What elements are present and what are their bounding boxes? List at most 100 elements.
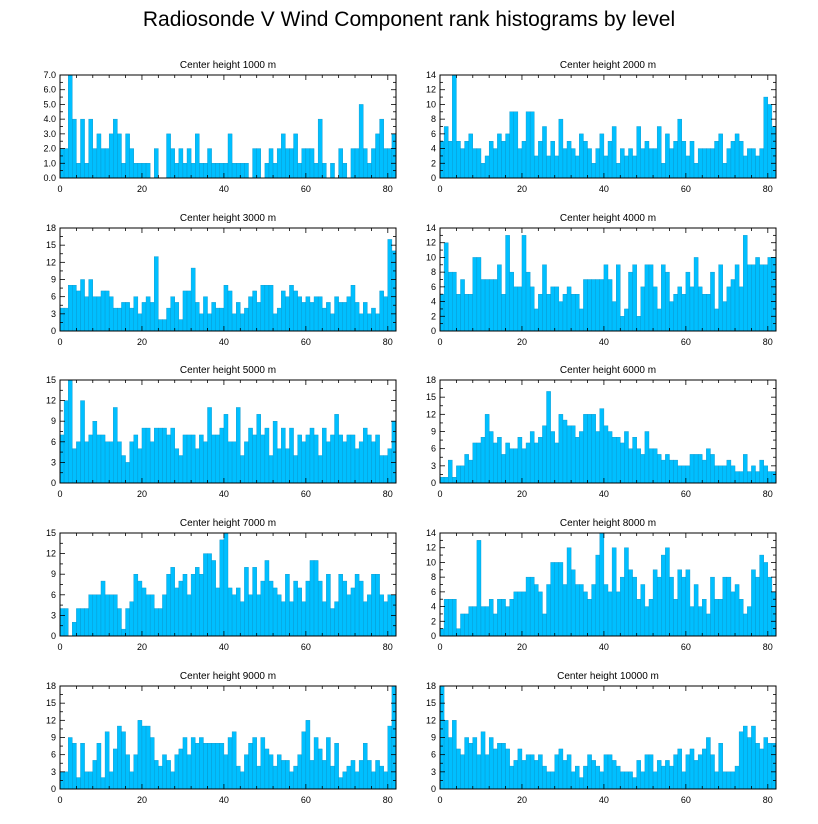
histogram-bar — [575, 437, 580, 484]
histogram-bar — [611, 547, 617, 637]
histogram-bar — [219, 307, 225, 332]
x-tick-label: 80 — [383, 489, 393, 499]
x-tick-label: 40 — [599, 337, 609, 347]
y-tick-label: 5.0 — [43, 99, 56, 109]
histogram-bar — [730, 141, 736, 179]
histogram-bar — [317, 580, 323, 637]
histogram-bar — [117, 133, 122, 179]
histogram-bar — [211, 434, 216, 484]
histogram-bar — [566, 754, 572, 790]
x-tick-label: 60 — [681, 489, 691, 499]
y-tick-label: 2 — [431, 311, 436, 321]
histogram-bar — [558, 301, 564, 332]
x-tick-label: 0 — [437, 184, 442, 194]
histogram-bar — [591, 279, 596, 332]
histogram-bar — [452, 477, 457, 484]
histogram-bar — [595, 431, 601, 484]
histogram-bar — [190, 163, 196, 179]
histogram-bar — [599, 771, 605, 790]
histogram-bar — [149, 594, 155, 637]
histogram-bar — [480, 279, 486, 332]
y-tick-label: 8 — [431, 114, 436, 124]
histogram-bar — [652, 286, 658, 332]
x-tick-label: 40 — [219, 489, 229, 499]
y-tick-label: 4 — [431, 297, 436, 307]
histogram-bar — [591, 760, 596, 790]
histogram-bar — [677, 465, 682, 484]
histogram-bar — [371, 307, 376, 332]
histogram-bar — [673, 754, 678, 790]
histogram-bar — [439, 477, 445, 484]
histogram-bar — [281, 290, 286, 332]
histogram-panel: Center height 2000 m 0 20 40 60 80 0 2 4 6 8 10 12 14 — [426, 60, 777, 194]
histogram-bar — [350, 760, 356, 790]
histogram-bar — [141, 725, 147, 790]
histogram-bar — [166, 760, 171, 790]
y-tick-label: 12 — [46, 715, 56, 725]
histogram-bar — [669, 301, 674, 332]
histogram-bar — [305, 720, 311, 790]
histogram-bar — [669, 148, 674, 179]
histogram-bar — [363, 601, 368, 637]
y-tick-label: 12 — [426, 85, 436, 95]
histogram-bar — [117, 608, 122, 637]
histogram-bar — [747, 737, 752, 790]
histogram-bar — [108, 296, 114, 332]
histogram-bar — [743, 235, 748, 332]
histogram-bar — [121, 302, 126, 332]
x-tick-label: 20 — [137, 184, 147, 194]
histogram-bar — [358, 313, 364, 332]
histogram-bar — [141, 587, 147, 637]
histogram-bar — [272, 421, 278, 484]
histogram-bar — [726, 286, 732, 332]
histogram-bar — [448, 737, 453, 790]
histogram-bar — [738, 599, 744, 637]
histogram-bar — [562, 294, 568, 332]
x-tick-label: 0 — [57, 184, 62, 194]
histogram-bar — [342, 771, 348, 790]
histogram-bar — [244, 754, 249, 790]
histogram-bar — [326, 574, 331, 637]
histogram-bar — [509, 765, 514, 790]
histogram-bar — [714, 308, 719, 332]
histogram-bar — [92, 296, 98, 332]
histogram-bar — [751, 465, 756, 484]
histogram-bar — [747, 264, 752, 332]
histogram-bar — [759, 148, 764, 179]
histogram-bar — [84, 771, 89, 790]
x-tick-label: 20 — [137, 642, 147, 652]
histogram-bar — [346, 765, 352, 790]
histogram-bar — [178, 148, 184, 179]
histogram-bar — [338, 148, 343, 179]
panel-title: Center height 8000 m — [560, 518, 656, 529]
histogram-bar — [484, 279, 490, 332]
histogram-bar — [129, 771, 134, 790]
histogram-bar — [379, 118, 384, 179]
histogram-bar — [363, 427, 368, 484]
histogram-bar — [726, 148, 732, 179]
histogram-bar — [702, 599, 707, 637]
histogram-bar — [223, 754, 229, 790]
x-tick-label: 0 — [437, 489, 442, 499]
histogram-panel: Center height 5000 m 0 20 40 60 80 0 3 6 9 12 15 — [46, 365, 397, 499]
histogram-bar — [550, 286, 555, 332]
histogram-bar — [330, 765, 335, 790]
histogram-bar — [624, 547, 629, 637]
histogram-bar — [199, 574, 204, 637]
histogram-bar — [501, 599, 506, 637]
histogram-bar — [534, 442, 539, 484]
histogram-bar — [591, 163, 596, 179]
histogram-bar — [472, 442, 478, 484]
x-tick-label: 40 — [219, 337, 229, 347]
histogram-bar — [464, 141, 469, 179]
panel-title: Center height 5000 m — [180, 365, 276, 376]
y-tick-label: 2 — [431, 616, 436, 626]
histogram-bar — [722, 163, 728, 179]
x-tick-label: 60 — [301, 642, 311, 652]
histogram-bar — [104, 594, 110, 637]
histogram-bar — [640, 148, 646, 179]
histogram-bar — [587, 279, 592, 332]
histogram-bar — [285, 148, 290, 179]
histogram-bar — [190, 267, 196, 332]
histogram-bar — [689, 748, 695, 790]
